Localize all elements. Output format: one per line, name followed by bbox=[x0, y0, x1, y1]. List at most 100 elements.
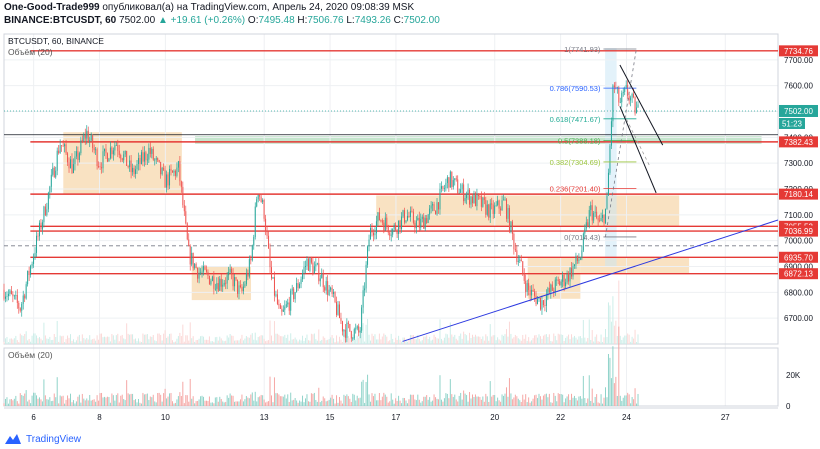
volume-bar bbox=[299, 400, 301, 406]
volume-bar bbox=[231, 395, 233, 406]
volume-bar bbox=[167, 396, 169, 406]
candle-body bbox=[4, 296, 6, 299]
volume-bar bbox=[108, 397, 110, 406]
candle-body bbox=[599, 220, 601, 222]
overlay-volume-bar bbox=[254, 332, 256, 344]
overlay-volume-bar bbox=[183, 341, 185, 344]
volume-bar bbox=[404, 398, 406, 406]
symbol-label[interactable]: BINANCE:BTCUSDT, 60 bbox=[4, 15, 117, 26]
volume-bar bbox=[359, 397, 361, 406]
overlay-volume-bar bbox=[585, 341, 587, 344]
overlay-volume-bar bbox=[438, 338, 439, 344]
candle-body bbox=[40, 222, 42, 230]
overlay-volume-bar bbox=[170, 333, 172, 344]
author-name[interactable]: One-Good-Trade999 bbox=[4, 2, 100, 13]
volume-bar bbox=[386, 396, 388, 406]
overlay-volume-bar bbox=[287, 334, 289, 344]
volume-bar bbox=[554, 395, 556, 406]
volume-bar bbox=[514, 394, 516, 406]
overlay-volume-bar bbox=[606, 336, 608, 344]
candle-body bbox=[238, 285, 240, 294]
overlay-volume-bar bbox=[389, 340, 391, 344]
overlay-volume-bar bbox=[508, 321, 510, 344]
overlay-volume-bar bbox=[359, 337, 361, 344]
volume-bar bbox=[535, 394, 537, 406]
candle-body bbox=[260, 196, 262, 203]
candle-body bbox=[417, 217, 419, 221]
overlay-volume-bar bbox=[572, 337, 574, 344]
volume-bar bbox=[133, 400, 135, 406]
volume-bar bbox=[40, 399, 42, 406]
overlay-volume-bar bbox=[80, 341, 82, 344]
candle-body bbox=[157, 158, 159, 160]
candle-body bbox=[256, 199, 258, 207]
overlay-volume-bar bbox=[106, 336, 108, 344]
overlay-volume-bar bbox=[582, 319, 584, 344]
volume-bar bbox=[173, 403, 175, 406]
overlay-volume-bar bbox=[53, 334, 55, 344]
volume-bar bbox=[309, 401, 311, 406]
price-chart[interactable]: 1(7741.93) 0.786(7590.53) 0.618(7471.67) 0.… bbox=[0, 30, 820, 430]
overlay-volume-bar bbox=[78, 334, 80, 344]
candle-body bbox=[124, 150, 126, 155]
candle-body bbox=[321, 273, 323, 279]
candle-body bbox=[148, 147, 150, 160]
volume-bar bbox=[177, 396, 179, 406]
candle-body bbox=[628, 95, 630, 101]
volume-bar bbox=[377, 400, 379, 406]
volume-bar bbox=[569, 399, 571, 406]
overlay-volume-bar bbox=[211, 341, 213, 344]
candle-body bbox=[544, 304, 546, 306]
volume-bar bbox=[389, 401, 391, 406]
candle-body bbox=[448, 177, 450, 188]
candle-body bbox=[375, 221, 377, 234]
volume-bar bbox=[146, 393, 148, 406]
candle-body bbox=[396, 230, 398, 234]
candle-body bbox=[234, 277, 236, 287]
overlay-volume-bar bbox=[551, 341, 553, 344]
overlay-volume-bar bbox=[333, 338, 335, 344]
overlay-volume-bar bbox=[409, 334, 411, 344]
candle-body bbox=[284, 306, 286, 310]
overlay-volume-bar bbox=[265, 341, 267, 344]
volume-bar bbox=[489, 381, 491, 406]
candle-body bbox=[412, 211, 414, 223]
volume-bar bbox=[228, 397, 230, 406]
overlay-volume-bar bbox=[83, 338, 85, 344]
candle-body bbox=[547, 288, 549, 296]
overlay-volume-bar bbox=[235, 340, 237, 344]
trend-line[interactable] bbox=[402, 219, 779, 342]
overlay-volume-bar bbox=[226, 335, 228, 344]
overlay-volume-bar bbox=[395, 337, 397, 344]
candle-body bbox=[33, 256, 35, 264]
overlay-volume-bar bbox=[338, 336, 340, 344]
high-label: H: bbox=[297, 15, 308, 26]
overlay-volume-bar bbox=[328, 339, 330, 344]
channel-line[interactable] bbox=[619, 64, 664, 146]
candle-body bbox=[180, 181, 182, 187]
volume-bar bbox=[226, 395, 228, 406]
candle-body bbox=[102, 151, 104, 169]
channel-line[interactable] bbox=[619, 106, 657, 194]
volume-bar bbox=[12, 400, 14, 406]
candle-body bbox=[415, 220, 417, 229]
candle-body bbox=[426, 218, 428, 223]
overlay-volume-bar bbox=[581, 338, 583, 344]
volume-bar bbox=[550, 402, 552, 406]
volume-bar bbox=[225, 401, 227, 406]
overlay-volume-bar bbox=[93, 338, 95, 344]
overlay-volume-bar bbox=[43, 322, 45, 344]
volume-bar bbox=[511, 399, 513, 406]
overlay-volume-bar bbox=[34, 333, 36, 344]
overlay-volume-bar bbox=[316, 340, 318, 344]
volume-bar bbox=[282, 396, 284, 406]
volume-bar bbox=[220, 398, 222, 406]
tradingview-footer[interactable]: TradingView bbox=[4, 431, 81, 447]
overlay-volume-bar bbox=[253, 339, 255, 344]
overlay-volume-bar bbox=[4, 338, 6, 344]
volume-bar bbox=[398, 395, 400, 406]
candle-body bbox=[433, 204, 435, 211]
candle-body bbox=[443, 188, 445, 190]
volume-bar bbox=[593, 402, 595, 406]
candle-body bbox=[510, 221, 512, 232]
